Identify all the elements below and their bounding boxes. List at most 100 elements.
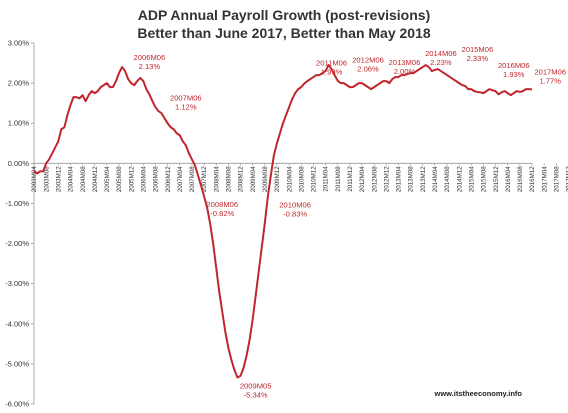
x-tick-label: 2016M12	[529, 166, 536, 192]
annotation-period-label: 2015M06	[462, 45, 494, 54]
chart-title-block: ADP Annual Payroll Growth (post-revision…	[0, 6, 568, 42]
y-tick-label: 2.00%	[8, 79, 30, 88]
annotation-period-label: 2012M06	[352, 56, 384, 65]
annotation-value-label: 1.93%	[503, 70, 525, 79]
x-tick-label: 2011M08	[335, 166, 342, 192]
x-tick-label: 2008M04	[213, 166, 220, 192]
y-tick-label: 3.00%	[8, 39, 30, 48]
annotation-layer: 2006M062.13%2007M061.12%2008M06-0.82%200…	[134, 45, 567, 400]
annotation-period-label: 2006M06	[134, 53, 166, 62]
x-tick-label: 2006M04	[141, 166, 148, 192]
x-tick-label: 2016M04	[505, 166, 512, 192]
x-tick-label: 2016M08	[517, 166, 524, 192]
x-tick-label: 2005M08	[116, 166, 123, 192]
x-tick-label: 2015M12	[493, 166, 500, 192]
x-tick-label: 2013M08	[408, 166, 415, 192]
x-tick-label: 2003M08	[43, 166, 50, 192]
annotation-value-label: 2.06%	[357, 65, 379, 74]
chart-subtitle: Better than June 2017, Better than May 2…	[137, 25, 431, 41]
annotation-value-label: -0.83%	[283, 210, 307, 219]
x-tick-label: 2011M04	[323, 166, 330, 192]
x-tick-label: 2004M04	[68, 166, 75, 192]
x-tick-label: 2011M12	[347, 166, 354, 192]
x-tick-label: 2006M08	[153, 166, 160, 192]
y-tick-label: -4.00%	[5, 319, 29, 328]
x-tick-label: 2015M04	[468, 166, 475, 192]
x-tick-label: 2017M12	[566, 166, 568, 192]
x-tick-label: 2006M12	[165, 166, 172, 192]
x-tick-label: 2007M08	[189, 166, 196, 192]
x-tick-label: 2014M04	[432, 166, 439, 192]
annotation-value-label: 2.33%	[467, 54, 489, 63]
y-tick-label: -2.00%	[5, 239, 29, 248]
series-line-payroll-growth	[33, 64, 533, 379]
annotation-period-label: 2013M06	[389, 58, 421, 67]
x-tick-label: 2017M08	[553, 166, 560, 192]
x-tick-label: 2007M04	[177, 166, 184, 192]
x-tick-label: 2010M04	[286, 166, 293, 192]
x-tick-label: 2008M08	[226, 166, 233, 192]
annotation-period-label: 2014M06	[425, 49, 457, 58]
y-tick-label: 1.00%	[8, 119, 30, 128]
series-layer	[33, 64, 533, 379]
annotation-value-label: 1.77%	[539, 76, 561, 85]
y-tick-label: -3.00%	[5, 279, 29, 288]
x-tick-label: 2009M04	[250, 166, 257, 192]
annotation-value-label: -0.82%	[210, 209, 234, 218]
annotation-value-label: 2.13%	[139, 62, 161, 71]
x-tick-label: 2010M08	[298, 166, 305, 192]
x-tick-label: 2005M12	[128, 166, 135, 192]
x-tick-label: 2014M08	[444, 166, 451, 192]
x-tick-label: 2004M12	[92, 166, 99, 192]
x-tick-label: 2017M04	[541, 166, 548, 192]
y-tick-label: -5.00%	[5, 359, 29, 368]
y-tick-label: -6.00%	[5, 400, 29, 409]
x-tick-label: 2009M08	[262, 166, 269, 192]
annotation-period-label: 2017M06	[534, 67, 566, 76]
x-tick-label: 2007M12	[201, 166, 208, 192]
x-tick-label: 2008M12	[238, 166, 245, 192]
annotation-period-label: 2011M06	[316, 59, 347, 68]
annotation-value-label: 1.12%	[175, 102, 197, 111]
y-tick-label: -1.00%	[5, 199, 29, 208]
x-tick-label: 2009M12	[274, 166, 281, 192]
x-tick-label: 2013M04	[396, 166, 403, 192]
annotation-period-label: 2007M06	[170, 93, 202, 102]
annotation-2008M06: 2008M06-0.82%	[206, 200, 238, 218]
annotation-period-label: 2008M06	[206, 200, 238, 209]
chart-title: ADP Annual Payroll Growth (post-revision…	[137, 7, 431, 23]
x-tick-label: 2004M08	[80, 166, 87, 192]
annotation-period-label: 2010M06	[279, 201, 311, 210]
y-tick-label: 0.00%	[8, 159, 30, 168]
credit-text: www.itstheeconomy.info	[433, 389, 522, 398]
x-tick-label: 2003M04	[31, 166, 38, 192]
annotation-value-label: 2.00%	[394, 67, 416, 76]
x-tick-label: 2013M12	[420, 166, 427, 192]
annotation-value-label: -5.34%	[244, 391, 268, 400]
x-tick-label: 2012M12	[383, 166, 390, 192]
x-tick-label: 2014M12	[456, 166, 463, 192]
annotation-2010M06: 2010M06-0.83%	[279, 201, 311, 219]
x-tick-label: 2003M12	[55, 166, 62, 192]
annotation-value-label: 1.99%	[321, 68, 343, 77]
x-tick-label: 2015M08	[481, 166, 488, 192]
annotation-period-label: 2016M06	[498, 61, 530, 70]
x-tick-label: 2012M04	[359, 166, 366, 192]
annotation-2009M05: 2009M05-5.34%	[240, 382, 272, 400]
x-tick-label: 2012M08	[371, 166, 378, 192]
annotation-period-label: 2009M05	[240, 382, 272, 391]
x-tick-label: 2010M12	[311, 166, 318, 192]
y-axis: 3.00% 2.00% 1.00% 0.00% -1.00% -2.00% -3.00% -4…	[5, 39, 35, 409]
x-axis: 2003M04 2003M08 2003M12 2004M04 2004M08 2004M…	[31, 162, 568, 192]
x-tick-label: 2005M04	[104, 166, 111, 192]
